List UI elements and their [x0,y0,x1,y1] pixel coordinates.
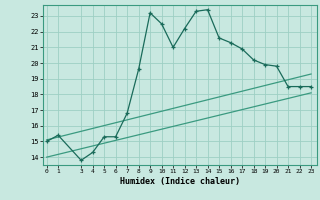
X-axis label: Humidex (Indice chaleur): Humidex (Indice chaleur) [120,177,240,186]
